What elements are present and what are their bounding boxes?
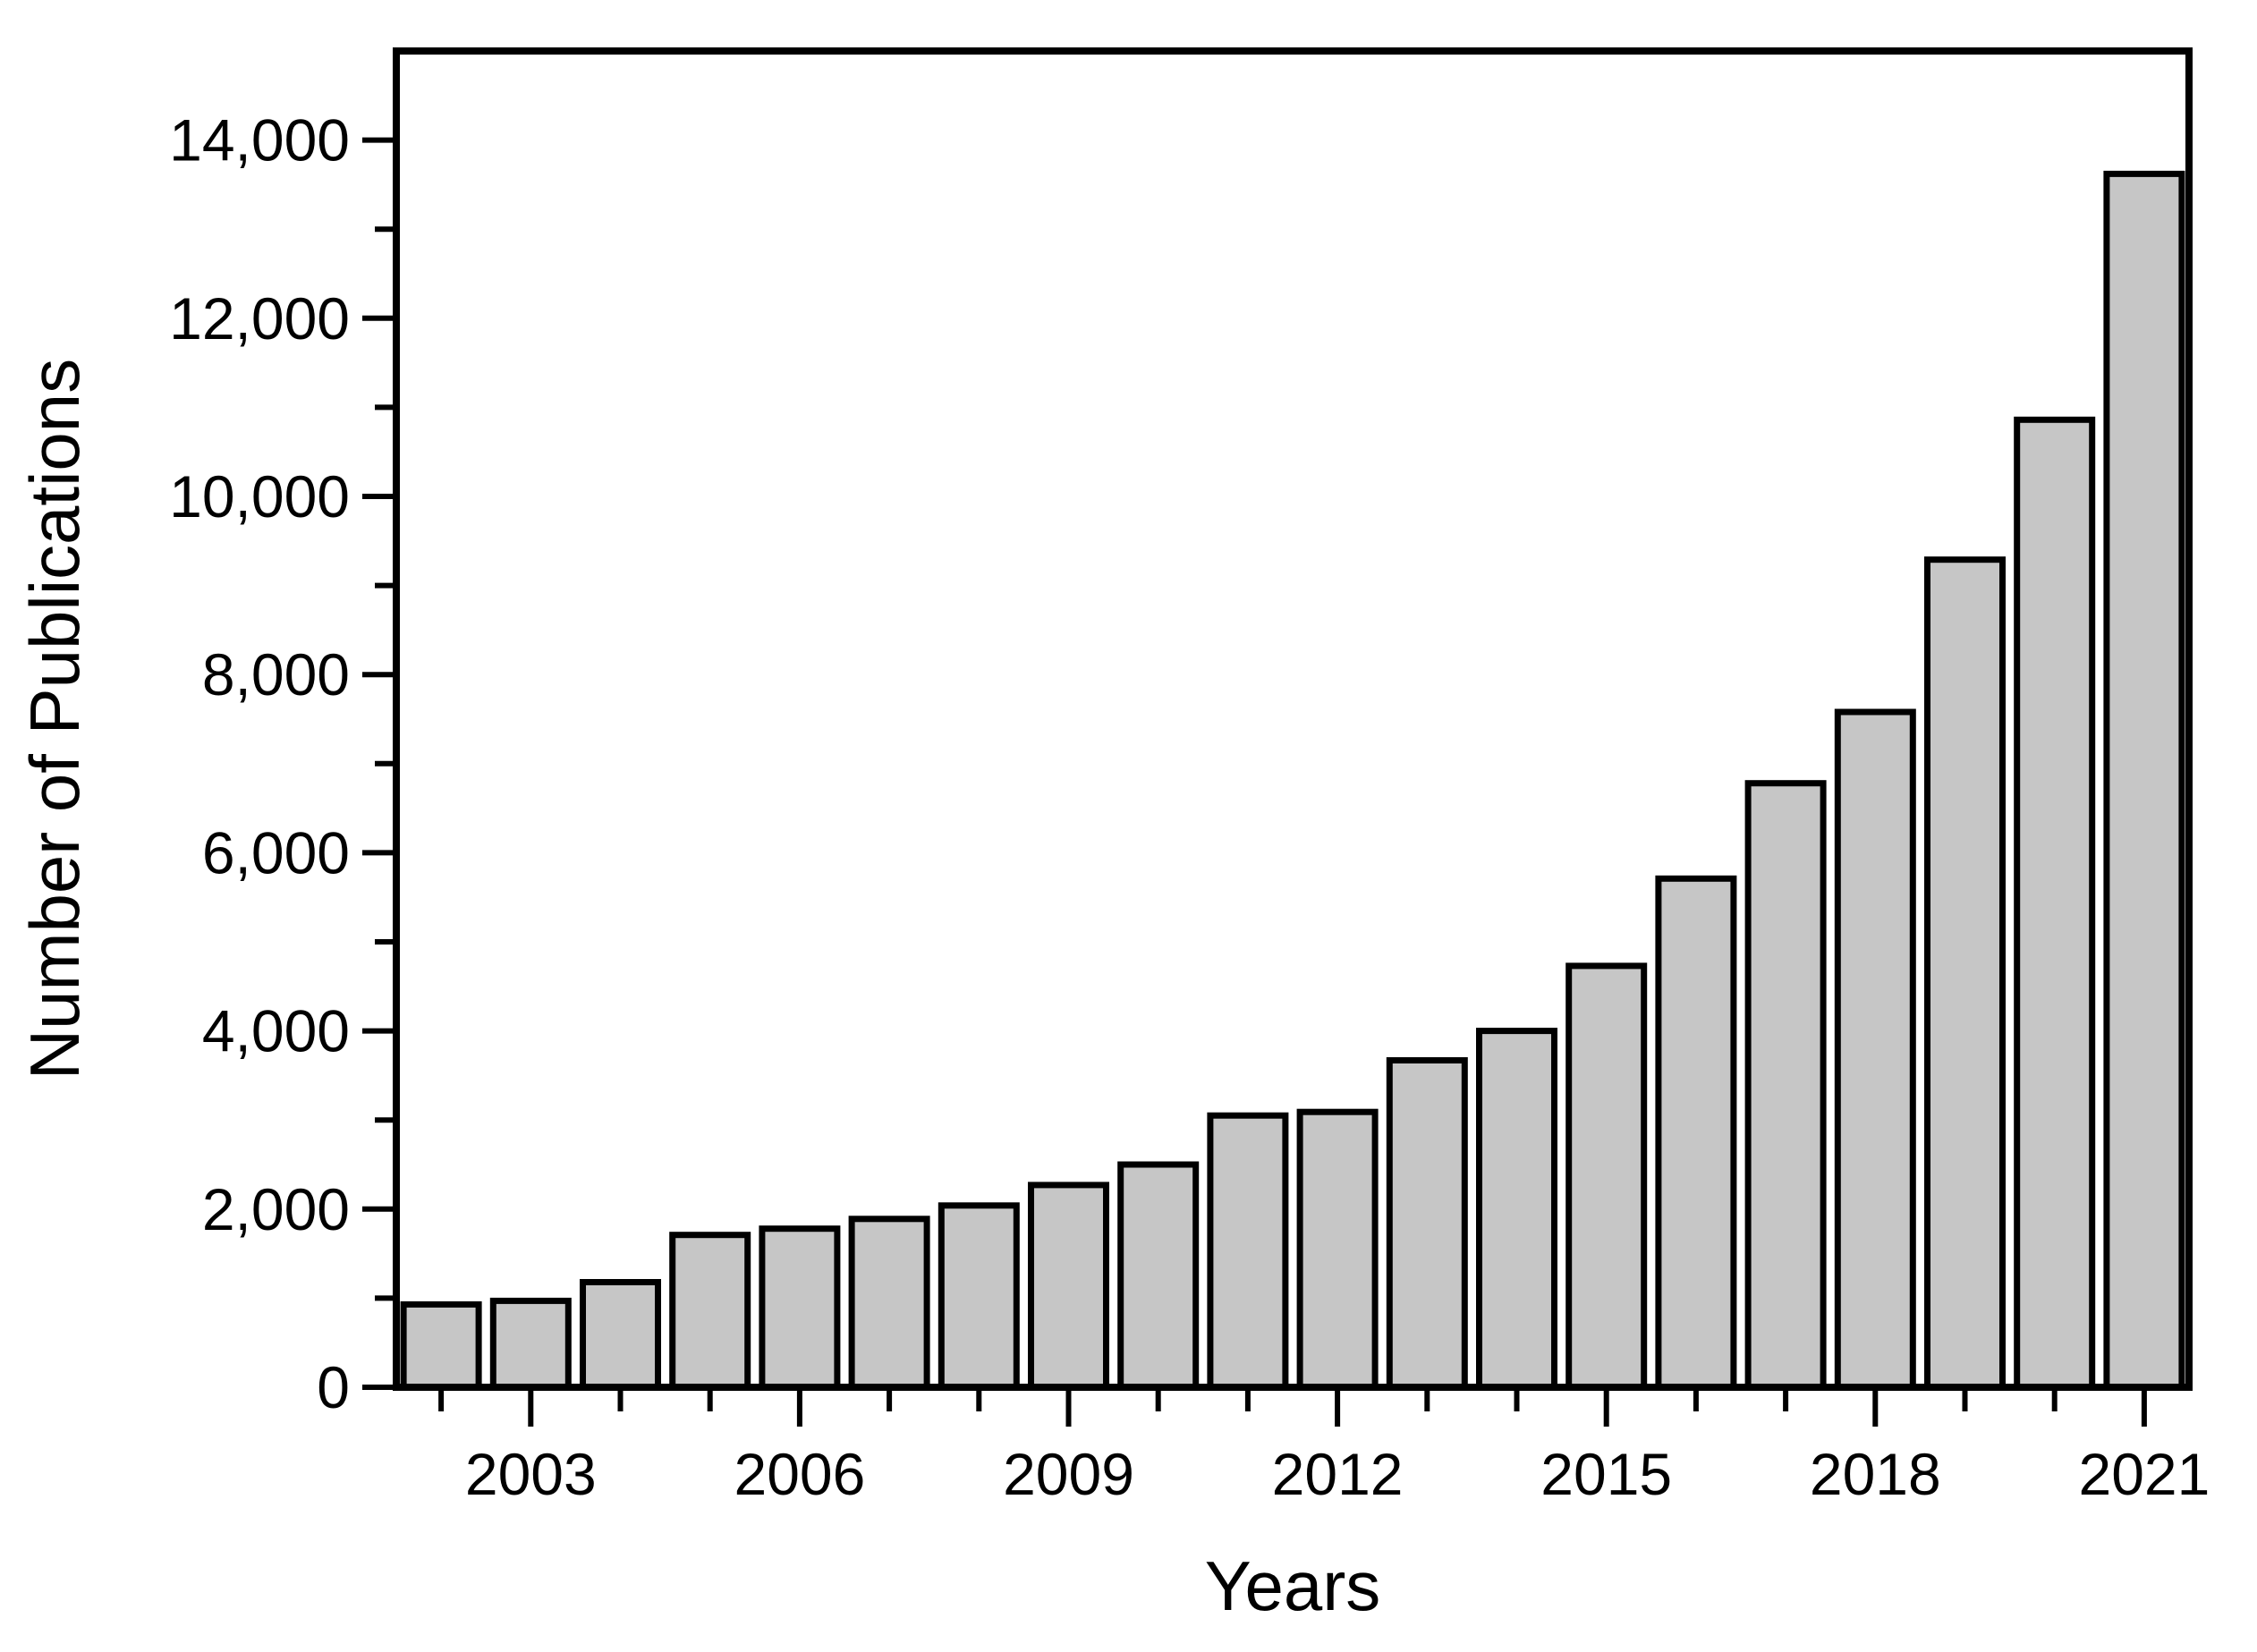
bar-2006 [759, 1225, 841, 1391]
y-tick-label: 6,000 [202, 819, 350, 885]
bar-2018 [1834, 708, 1916, 1391]
bar-2015 [1565, 962, 1648, 1391]
plot-frame [393, 47, 2193, 1391]
y-tick-label: 14,000 [169, 107, 350, 174]
y-tick-label: 0 [317, 1354, 350, 1420]
bar-2017 [1744, 780, 1827, 1391]
bar-2009 [1028, 1182, 1109, 1391]
bar-2019 [1924, 556, 2006, 1391]
x-tick-label: 2018 [1810, 1441, 1941, 1507]
x-tick-label: 2015 [1540, 1441, 1672, 1507]
y-tick-label: 8,000 [202, 641, 350, 707]
y-axis-title: Number of Publications [15, 359, 94, 1080]
y-tick-label: 12,000 [169, 285, 350, 352]
bars-layer [400, 170, 2185, 1391]
bar-2013 [1386, 1057, 1468, 1391]
bar-2021 [2103, 170, 2185, 1391]
bar-2007 [848, 1216, 930, 1391]
bar-2005 [669, 1232, 751, 1391]
bar-2020 [2014, 416, 2096, 1391]
x-tick-label: 2009 [1003, 1441, 1134, 1507]
bar-2011 [1207, 1112, 1289, 1391]
bar-2016 [1655, 875, 1737, 1391]
x-tick-label: 2006 [734, 1441, 865, 1507]
y-tick-label: 10,000 [169, 463, 350, 529]
x-axis-title: Years [1205, 1546, 1381, 1625]
tick-labels-layer: 0 2,000 4,000 6,000 8,000 10,000 12,000 14,000 2… [169, 107, 2210, 1507]
y-tick-label: 2,000 [202, 1176, 350, 1242]
bar-2008 [938, 1202, 1020, 1391]
ticks-layer [362, 137, 2147, 1427]
bar-2014 [1476, 1028, 1557, 1391]
bar-2004 [580, 1279, 661, 1391]
x-tick-label: 2021 [2078, 1441, 2210, 1507]
x-tick-label: 2003 [465, 1441, 597, 1507]
bar-2003 [489, 1297, 572, 1391]
y-tick-label: 4,000 [202, 998, 350, 1064]
x-tick-label: 2012 [1272, 1441, 1404, 1507]
axes-frame [393, 47, 2193, 1391]
bar-2010 [1117, 1161, 1200, 1391]
bar-2012 [1296, 1108, 1379, 1391]
bar-2002 [400, 1300, 482, 1391]
